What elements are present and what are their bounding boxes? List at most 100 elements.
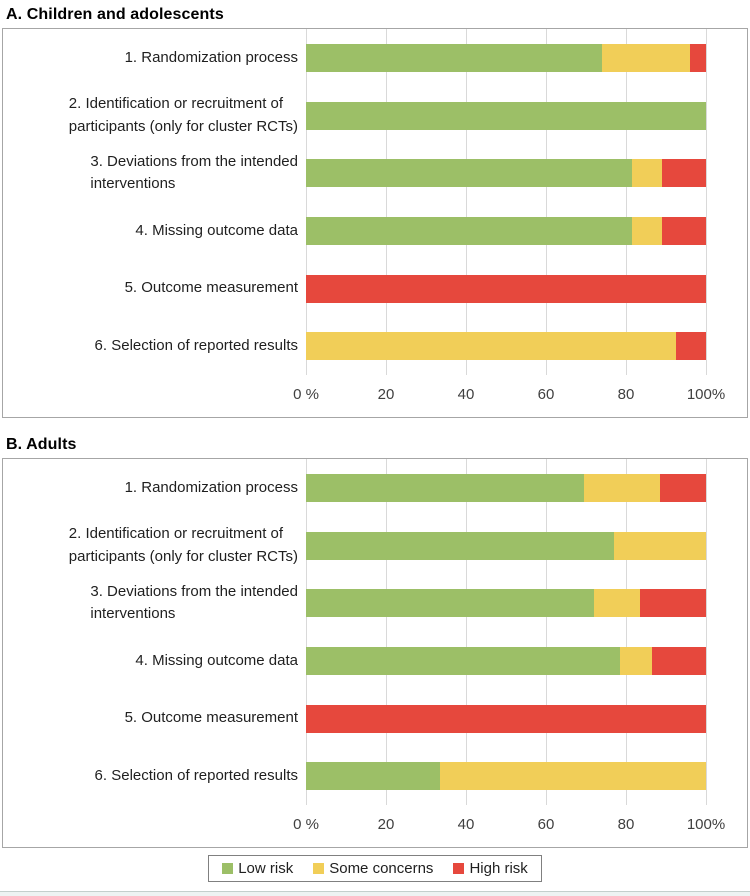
stacked-bar-1: [306, 473, 706, 502]
legend-row: Low risk Some concerns High risk: [0, 855, 750, 882]
segment-some-risk: [306, 332, 676, 361]
x-axis: 0 % 20 40 60 80 100%: [293, 375, 725, 417]
category-label: 6. Selection of reported results: [94, 336, 298, 354]
segment-low-risk: [306, 43, 602, 72]
segment-high-risk: [662, 159, 706, 188]
x-tick-label: 80: [617, 816, 635, 833]
stacked-bar-4: [306, 216, 706, 245]
legend: Low risk Some concerns High risk: [208, 855, 542, 882]
gridlines: [306, 29, 707, 375]
stacked-bar-3: [306, 159, 706, 188]
segment-some-risk: [614, 531, 706, 560]
segment-low-risk: [306, 531, 614, 560]
gridline: [466, 459, 467, 805]
category-label: 2. Identification or recruitment of part…: [68, 95, 298, 135]
x-tick-label: 0 %: [293, 816, 319, 833]
gridline: [386, 29, 387, 375]
chart-row: 6. Selection of reported results: [3, 747, 747, 805]
chart-rows: 1. Randomization process 2. Identificatio…: [3, 29, 747, 375]
chart-rows: 1. Randomization process 2. Identificatio…: [3, 459, 747, 805]
gridline: [626, 459, 627, 805]
segment-high-risk: [652, 646, 706, 675]
x-axis: 0 % 20 40 60 80 100%: [293, 805, 725, 847]
category-label: 3. Deviations from the intended interven…: [90, 582, 298, 623]
segment-high-risk: [690, 43, 706, 72]
x-tick-label: 60: [537, 386, 555, 403]
segment-low-risk: [306, 101, 706, 130]
segment-high-risk: [676, 332, 706, 361]
segment-low-risk: [306, 159, 632, 188]
segment-some-risk: [632, 159, 662, 188]
legend-item-high-risk: High risk: [453, 860, 528, 877]
segment-some-risk: [584, 473, 660, 502]
category-label: 5. Outcome measurement: [124, 279, 298, 297]
category-label: 6. Selection of reported results: [94, 766, 298, 784]
segment-low-risk: [306, 646, 620, 675]
stacked-bar-2: [306, 101, 706, 130]
gridline: [546, 29, 547, 375]
category-label: 4. Missing outcome data: [135, 651, 298, 669]
category-label: 5. Outcome measurement: [124, 709, 298, 727]
chart-row: 2. Identification or recruitment of part…: [3, 517, 747, 575]
segment-high-risk: [662, 216, 706, 245]
chart-row: 5. Outcome measurement: [3, 690, 747, 748]
stacked-bar-5: [306, 704, 706, 733]
panel-a-chart: 1. Randomization process 2. Identificatio…: [2, 28, 748, 418]
gridlines: [306, 459, 707, 805]
stacked-bar-1: [306, 43, 706, 72]
panel-b-chart: 1. Randomization process 2. Identificatio…: [2, 458, 748, 848]
segment-some-risk: [594, 589, 640, 618]
category-label: 1. Randomization process: [124, 48, 298, 66]
x-tick-label: 40: [457, 386, 475, 403]
gridline: [626, 29, 627, 375]
stacked-bar-5: [306, 274, 706, 303]
segment-some-risk: [620, 646, 652, 675]
chart-row: 5. Outcome measurement: [3, 260, 747, 318]
x-tick-label: 0 %: [293, 386, 319, 403]
x-tick-label: 80: [617, 386, 635, 403]
chart-row: 3. Deviations from the intended interven…: [3, 574, 747, 632]
category-label: 2. Identification or recruitment of part…: [68, 525, 298, 565]
legend-label: High risk: [469, 860, 528, 877]
gridline: [706, 29, 707, 375]
segment-high-risk: [306, 274, 706, 303]
segment-low-risk: [306, 762, 440, 791]
segment-some-risk: [440, 762, 706, 791]
gridline: [466, 29, 467, 375]
chart-row: 6. Selection of reported results: [3, 317, 747, 375]
panel-a-title: A. Children and adolescents: [6, 6, 224, 23]
segment-low-risk: [306, 216, 632, 245]
x-tick-label: 60: [537, 816, 555, 833]
legend-label: Some concerns: [329, 860, 434, 877]
gridline: [306, 29, 307, 375]
stacked-bar-6: [306, 332, 706, 361]
stacked-bar-4: [306, 646, 706, 675]
x-tick-label: 100%: [686, 816, 726, 833]
chart-row: 2. Identification or recruitment of part…: [3, 87, 747, 145]
segment-high-risk: [306, 704, 706, 733]
stacked-bar-6: [306, 762, 706, 791]
chart-row: 1. Randomization process: [3, 459, 747, 517]
stacked-bar-3: [306, 589, 706, 618]
panel-b-title: B. Adults: [6, 436, 77, 453]
x-tick-label: 40: [457, 816, 475, 833]
x-tick-label: 100%: [686, 386, 726, 403]
legend-item-low-risk: Low risk: [222, 860, 293, 877]
segment-low-risk: [306, 589, 594, 618]
category-label: 3. Deviations from the intended interven…: [90, 152, 298, 193]
gridline: [386, 459, 387, 805]
gridline: [306, 459, 307, 805]
high-risk-swatch-icon: [453, 863, 465, 874]
some-risk-swatch-icon: [313, 863, 325, 874]
gridline: [706, 459, 707, 805]
category-label: 4. Missing outcome data: [135, 221, 298, 239]
chart-row: 4. Missing outcome data: [3, 202, 747, 260]
segment-some-risk: [602, 43, 690, 72]
chart-row: 4. Missing outcome data: [3, 632, 747, 690]
segment-high-risk: [660, 473, 706, 502]
category-label: 1. Randomization process: [124, 478, 298, 496]
legend-label: Low risk: [238, 860, 294, 877]
gridline: [546, 459, 547, 805]
bottom-strip: [0, 891, 750, 896]
legend-item-some-risk: Some concerns: [313, 860, 433, 877]
